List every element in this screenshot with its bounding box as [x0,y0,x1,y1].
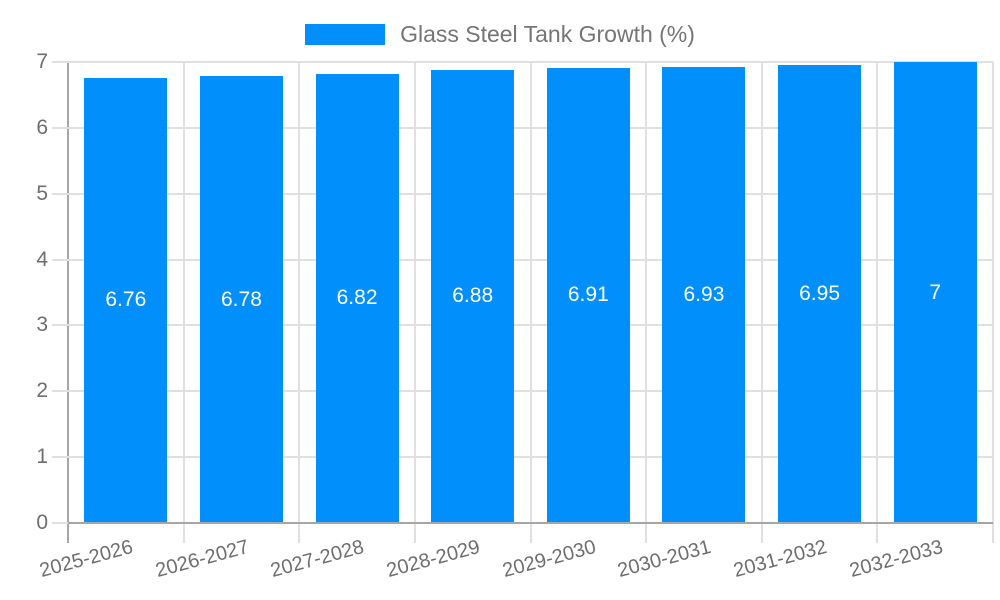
bar-value-label: 6.88 [452,284,494,308]
bar[interactable]: 6.88 [431,69,515,523]
legend-swatch [305,23,386,45]
legend-label: Glass Steel Tank Growth (%) [400,21,695,47]
v-gridline [529,62,532,543]
v-gridline [182,62,185,543]
plot-area: 6.76 6.78 6.82 6.88 6.91 6.93 6.95 7 [52,61,994,543]
y-axis-label: 1 [36,445,48,469]
y-tick [52,390,68,393]
bar[interactable]: 6.76 [84,77,168,523]
x-axis-label: 2028-2029 [384,536,483,583]
bar[interactable]: 6.91 [546,67,630,523]
h-gridline [68,258,993,261]
bar[interactable]: 6.82 [315,73,399,523]
y-axis-line [67,62,69,543]
y-tick [52,61,68,63]
v-gridline [413,62,416,543]
y-tick [52,522,68,524]
bar-value-label: 6.93 [683,282,725,306]
x-axis-label: 2026-2027 [153,536,252,583]
x-axis-label: 2030-2031 [615,536,714,583]
bar-value-label: 6.76 [105,288,147,312]
y-axis-label: 7 [36,50,48,73]
h-gridline [68,456,993,459]
y-axis-label: 0 [36,511,48,534]
h-gridline [68,192,993,195]
bar[interactable]: 7 [893,62,977,523]
legend[interactable]: Glass Steel Tank Growth (%) [0,21,1000,47]
x-axis-label: 2032-2033 [846,536,945,583]
y-tick [52,324,68,327]
x-axis-label: 2029-2030 [499,536,599,583]
bar-value-label: 6.78 [221,287,262,311]
v-gridline [645,62,648,543]
y-axis-label: 6 [36,115,48,139]
x-axis-label: 2027-2028 [268,536,367,583]
y-axis-label: 3 [36,313,48,337]
y-axis-label: 4 [36,247,48,271]
y-tick [52,456,68,459]
x-axis-line [68,522,993,524]
h-gridline [68,390,993,393]
h-gridline [68,126,993,129]
v-gridline [760,62,763,543]
bar-value-label: 6.95 [799,282,840,306]
v-gridline [298,62,301,543]
bar-value-label: 6.91 [567,283,609,307]
y-axis-label: 2 [36,379,48,403]
v-gridline [876,62,879,543]
bar-value-label: 6.82 [336,286,378,310]
bar[interactable]: 6.95 [778,65,862,523]
y-tick [52,258,68,261]
h-gridline [68,324,993,327]
bar[interactable]: 6.93 [662,66,746,523]
bar-value-label: 7 [929,280,942,304]
bar[interactable]: 6.78 [199,76,283,523]
x-axis-label: 2025-2026 [37,536,136,583]
h-gridline [68,61,993,63]
y-tick [52,192,68,195]
x-axis-label: 2031-2032 [731,536,830,583]
v-gridline [992,62,994,543]
y-tick [52,126,68,129]
y-axis-label: 5 [36,181,48,205]
